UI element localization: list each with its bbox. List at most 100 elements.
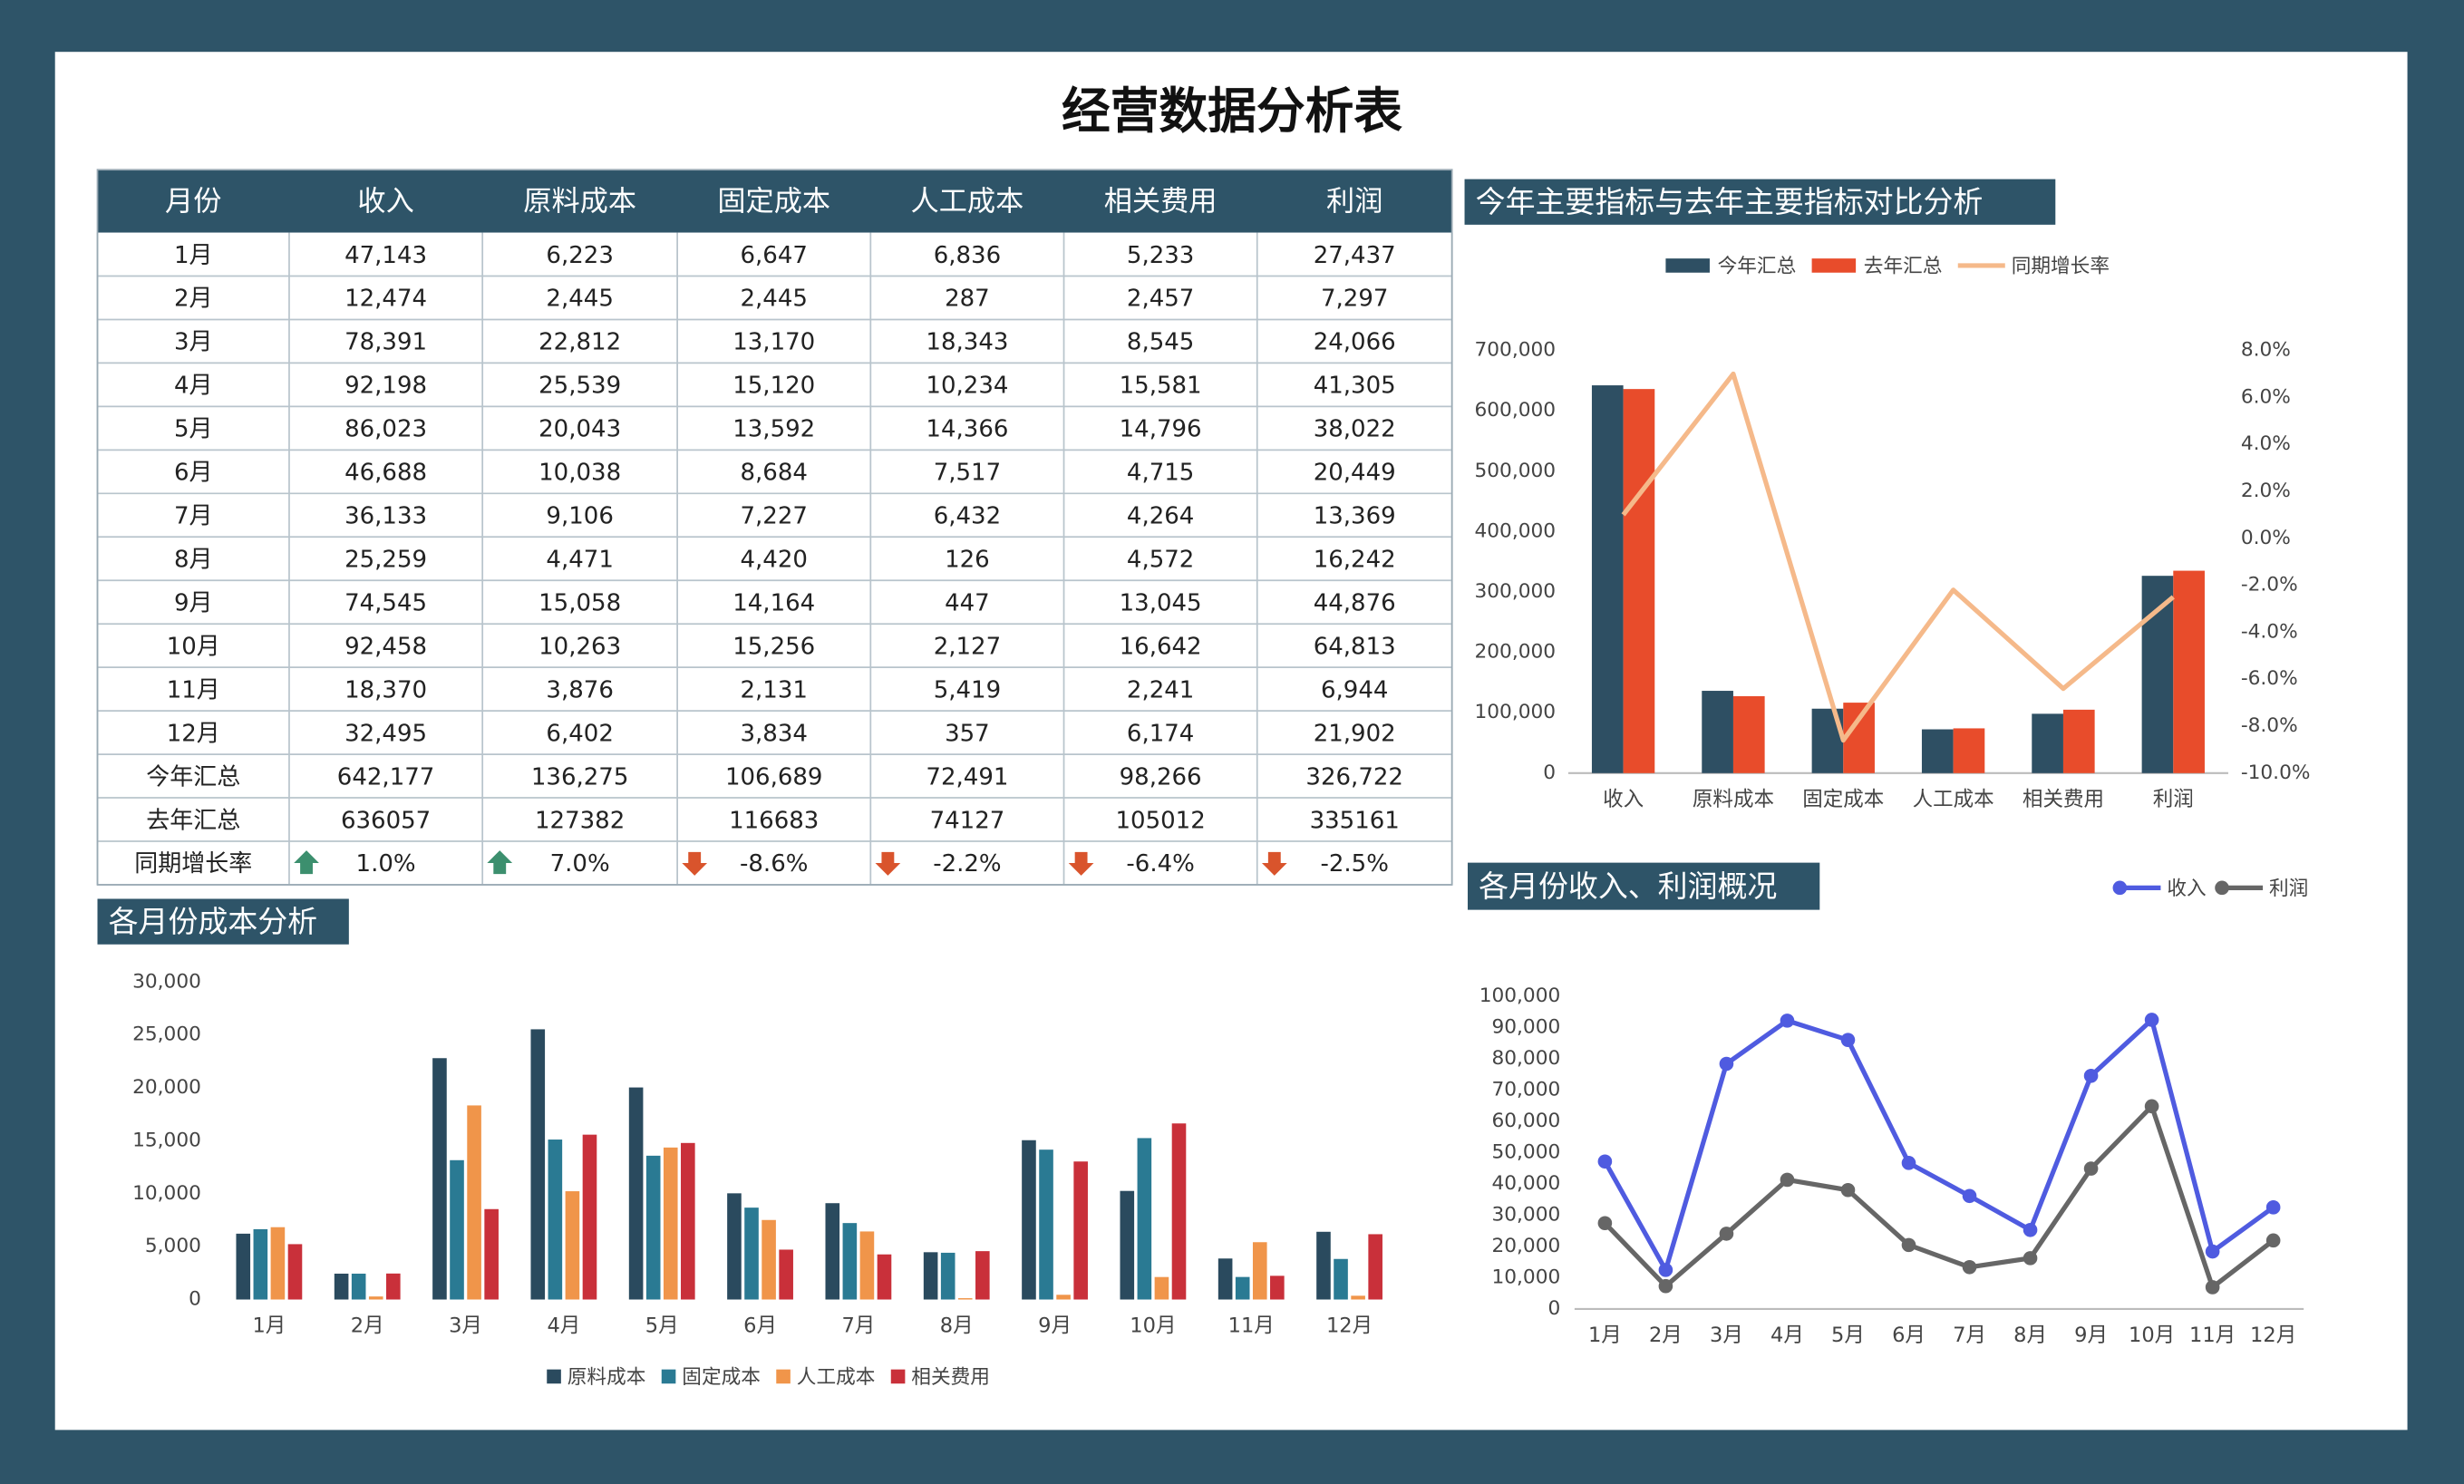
table-cell: 92,458 <box>344 633 427 660</box>
table-cell: 18,343 <box>926 329 1008 356</box>
table-cell: 74,545 <box>344 589 427 616</box>
arrow-up <box>487 850 513 875</box>
section-title: 各月份收入、利润概况 <box>1479 868 1777 904</box>
legend-marker <box>2112 880 2128 896</box>
table-cell: 14,796 <box>1120 416 1202 443</box>
table-cell: 44,876 <box>1314 589 1396 616</box>
table-cell: 8,684 <box>741 460 808 487</box>
legend-swatch <box>1811 258 1857 273</box>
bar <box>877 1254 892 1300</box>
x-tick-label: 5月 <box>1831 1324 1865 1347</box>
table-cell: 2,445 <box>741 286 808 313</box>
table-cell: 8月 <box>174 546 213 573</box>
bar <box>2062 709 2095 773</box>
page-title: 经营数据分析表 <box>1062 82 1402 140</box>
bar <box>1217 1258 1233 1300</box>
y2-tick-label: -10.0% <box>2241 761 2311 784</box>
arrow-down <box>682 851 708 876</box>
bar <box>727 1193 742 1300</box>
bar <box>351 1273 366 1300</box>
table-cell: 6,402 <box>546 720 613 747</box>
bar <box>1270 1275 1285 1300</box>
table-cell: 106,689 <box>725 763 823 790</box>
table-cell: 2月 <box>174 286 213 313</box>
table-cell: 287 <box>945 286 990 313</box>
table-cell: 13,592 <box>732 416 815 443</box>
y-tick-label: 90,000 <box>1491 1015 1560 1038</box>
table-header: 固定成本 <box>717 186 830 218</box>
bar <box>334 1273 349 1300</box>
y2-tick-label: 8.0% <box>2241 339 2291 362</box>
bar <box>923 1252 938 1300</box>
table-cell: 15,256 <box>732 633 815 660</box>
table-cell: 14,366 <box>926 416 1008 443</box>
y-tick-label: 80,000 <box>1491 1047 1560 1070</box>
bar <box>467 1105 481 1300</box>
table-cell: 2,127 <box>934 633 1001 660</box>
bar <box>484 1208 499 1300</box>
line-marker <box>1962 1188 1977 1204</box>
y-tick-label: 0 <box>189 1288 201 1311</box>
table-cell: 64,813 <box>1314 633 1396 660</box>
table-cell: 12月 <box>167 720 220 747</box>
legend-label: 今年汇总 <box>1718 256 1797 278</box>
table-cell: 10,234 <box>926 373 1008 400</box>
table-cell: -6.4% <box>1126 850 1194 878</box>
section-title: 今年主要指标与去年主要指标对比分析 <box>1476 184 1984 219</box>
y-tick-label: 600,000 <box>1475 399 1557 422</box>
table-cell: 18,370 <box>344 676 427 703</box>
bar <box>1921 729 1954 773</box>
table-cell: 105012 <box>1115 807 1205 834</box>
line <box>1621 371 2175 743</box>
table-cell: 74127 <box>930 807 1005 834</box>
line-marker <box>2205 1280 2220 1295</box>
table-cell: 14,164 <box>732 589 815 616</box>
line-marker <box>2023 1222 2038 1237</box>
table-cell: 15,581 <box>1120 373 1202 400</box>
bar <box>842 1223 858 1300</box>
table-cell: 7,297 <box>1321 286 1388 313</box>
table-cell: 2,445 <box>546 286 613 313</box>
legend-swatch <box>547 1369 561 1384</box>
y2-tick-label: -2.0% <box>2241 574 2298 597</box>
table-cell: 72,491 <box>926 763 1008 790</box>
line-marker <box>2205 1244 2220 1259</box>
table-cell: 10月 <box>167 633 220 660</box>
x-tick-label: 6月 <box>743 1314 777 1337</box>
y-tick-label: 30,000 <box>132 970 201 993</box>
legend-label: 同期增长率 <box>2012 256 2110 278</box>
table-cell: 22,812 <box>538 329 621 356</box>
bar <box>1039 1149 1053 1300</box>
table-cell: 13,170 <box>732 329 815 356</box>
table-cell: 4,264 <box>1127 503 1194 530</box>
x-tick-label: 8月 <box>940 1314 974 1337</box>
arrow-down <box>875 851 901 876</box>
y-tick-label: 60,000 <box>1491 1110 1560 1132</box>
bar <box>859 1231 875 1300</box>
bar <box>825 1203 840 1300</box>
x-tick-label: 8月 <box>2013 1324 2047 1347</box>
table-cell: 642,177 <box>337 763 435 790</box>
table-header: 原料成本 <box>523 186 636 218</box>
x-tick-label: 9月 <box>2074 1324 2108 1347</box>
bar <box>681 1142 695 1300</box>
table-cell: 20,043 <box>538 416 621 443</box>
table-cell: 116683 <box>729 807 819 834</box>
table-cell: 136,275 <box>531 763 629 790</box>
x-tick-label: 10月 <box>2129 1324 2175 1347</box>
table-cell: 6,944 <box>1321 676 1388 703</box>
bar <box>762 1219 776 1300</box>
bar <box>287 1244 303 1300</box>
bar <box>1137 1138 1152 1300</box>
table-cell: 447 <box>945 589 990 616</box>
section-title-bg <box>1468 862 1820 910</box>
table-cell: 7,227 <box>741 503 808 530</box>
table-cell: 3,834 <box>741 720 808 747</box>
table-cell: 10,038 <box>538 460 621 487</box>
line-marker <box>2265 1200 2281 1215</box>
y2-tick-label: -8.0% <box>2241 714 2298 737</box>
bar <box>1368 1234 1382 1300</box>
table-cell: -2.5% <box>1320 850 1388 878</box>
table-cell: 27,437 <box>1314 242 1396 269</box>
table-cell: 13,369 <box>1314 503 1396 530</box>
